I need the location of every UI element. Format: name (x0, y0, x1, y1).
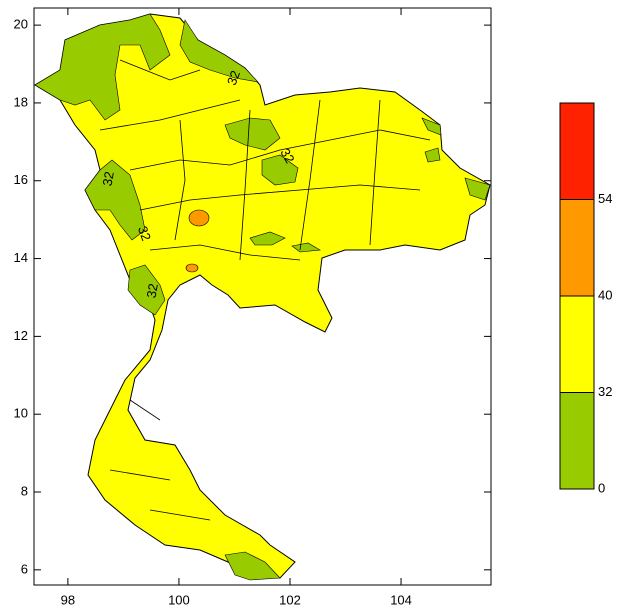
green-zone (261, 154, 299, 186)
x-tick-label: 102 (279, 592, 301, 607)
colorbar-segment (559, 102, 595, 200)
colorbar-segment (559, 199, 595, 297)
colorbar-segment (559, 392, 595, 490)
green-zone (424, 147, 441, 163)
x-tick-label: 100 (168, 592, 190, 607)
contour-label: 32 (277, 146, 297, 166)
map-layer: 32 32 32 32 32 (34, 13, 491, 581)
green-zone (84, 159, 146, 241)
colorbar-label: 40 (598, 287, 612, 302)
province-lines (99, 59, 431, 521)
map-frame (33, 7, 492, 586)
colorbar-label: 54 (598, 191, 612, 206)
contour-label: 32 (135, 224, 154, 243)
colorbar: 0 32 40 54 (559, 102, 612, 495)
y-tick-label: 12 (14, 328, 28, 343)
y-tick-label: 6 (21, 561, 28, 576)
x-tick-label: 104 (390, 592, 412, 607)
green-zone (464, 177, 491, 201)
y-tick-label: 18 (14, 94, 28, 109)
green-zone (224, 117, 281, 151)
colorbar-label: 0 (598, 480, 605, 495)
contour-labels: 32 32 32 32 32 (100, 68, 298, 299)
contour-label: 32 (224, 68, 243, 87)
y-tick-label: 8 (21, 483, 28, 498)
green-zone (127, 264, 166, 316)
y-tick-label: 20 (14, 17, 28, 32)
contour-label: 32 (144, 282, 161, 299)
y-tick-label: 14 (14, 250, 28, 265)
green-zone (224, 551, 281, 581)
green-zone (421, 117, 442, 136)
green-zone (249, 231, 286, 246)
y-tick-label: 10 (14, 406, 28, 421)
colorbar-segment (559, 295, 595, 393)
green-zone (34, 13, 171, 121)
orange-zone (188, 209, 210, 227)
y-tick-label: 16 (14, 172, 28, 187)
axes: 98 100 102 104 6 8 10 12 14 16 18 20 (14, 8, 491, 607)
colorbar-label: 32 (598, 384, 612, 399)
green-zone (179, 19, 259, 83)
orange-zone (185, 263, 199, 273)
x-tick-label: 98 (61, 592, 75, 607)
contour-label: 32 (100, 170, 117, 187)
green-zone (291, 242, 321, 253)
